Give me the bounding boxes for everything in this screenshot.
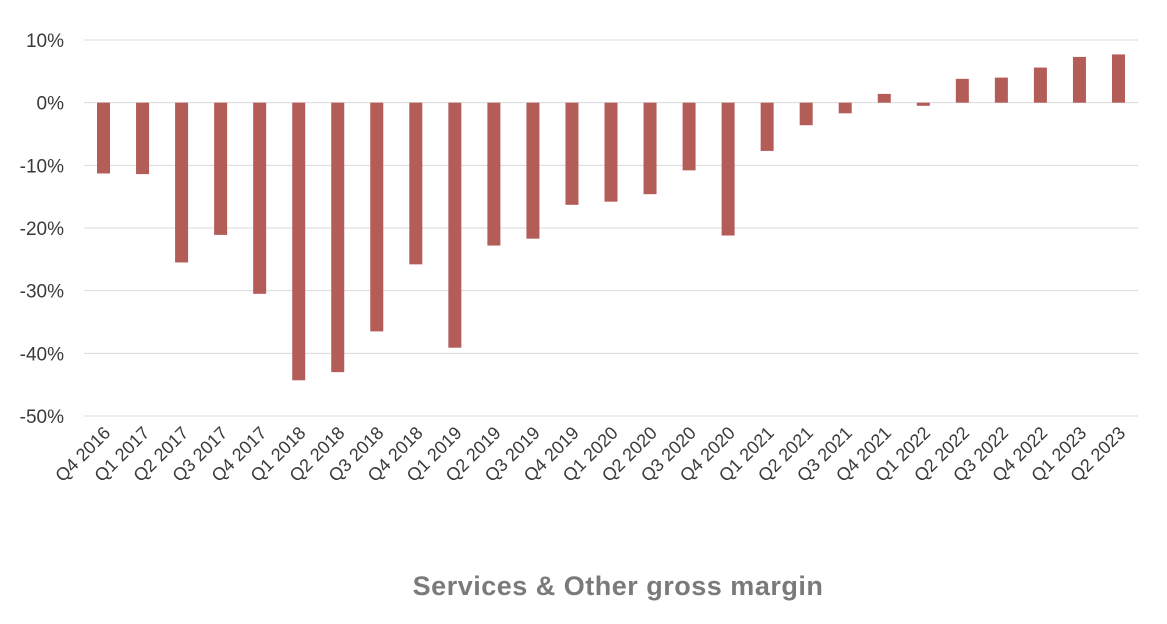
bar bbox=[916, 102, 930, 106]
bar bbox=[253, 102, 267, 294]
bar bbox=[526, 102, 540, 239]
bar bbox=[643, 102, 657, 195]
y-tick-label: -40% bbox=[20, 344, 64, 365]
bar bbox=[1033, 67, 1047, 103]
bar bbox=[799, 102, 813, 126]
bar bbox=[760, 102, 774, 151]
bar bbox=[214, 102, 228, 235]
bar bbox=[565, 102, 579, 205]
bar bbox=[955, 78, 969, 103]
y-tick-label: -50% bbox=[20, 407, 64, 428]
bar bbox=[1111, 54, 1125, 103]
y-tick-label: -20% bbox=[20, 219, 64, 240]
bar bbox=[409, 102, 423, 265]
bar bbox=[994, 77, 1008, 103]
y-axis-ticks: 10% 0% -10% -20% -30% -40% -50% bbox=[20, 31, 64, 428]
bar bbox=[97, 102, 111, 174]
bar bbox=[331, 102, 345, 373]
bar bbox=[487, 102, 501, 246]
bar bbox=[448, 102, 462, 348]
gridlines bbox=[84, 39, 1138, 417]
bar bbox=[838, 102, 852, 114]
chart-title: Services & Other gross margin bbox=[413, 571, 824, 601]
y-tick-label: 10% bbox=[26, 31, 64, 52]
bar bbox=[721, 102, 735, 236]
bar bbox=[682, 102, 696, 171]
bar bbox=[604, 102, 618, 202]
bar bbox=[136, 102, 150, 175]
bars bbox=[97, 54, 1125, 381]
bar bbox=[877, 93, 891, 103]
bar bbox=[292, 102, 306, 381]
y-tick-label: -30% bbox=[20, 282, 64, 303]
y-tick-label: 0% bbox=[37, 94, 65, 115]
y-tick-label: -10% bbox=[20, 156, 64, 177]
bar bbox=[175, 102, 189, 263]
bar bbox=[1072, 56, 1086, 103]
bar bbox=[370, 102, 384, 332]
